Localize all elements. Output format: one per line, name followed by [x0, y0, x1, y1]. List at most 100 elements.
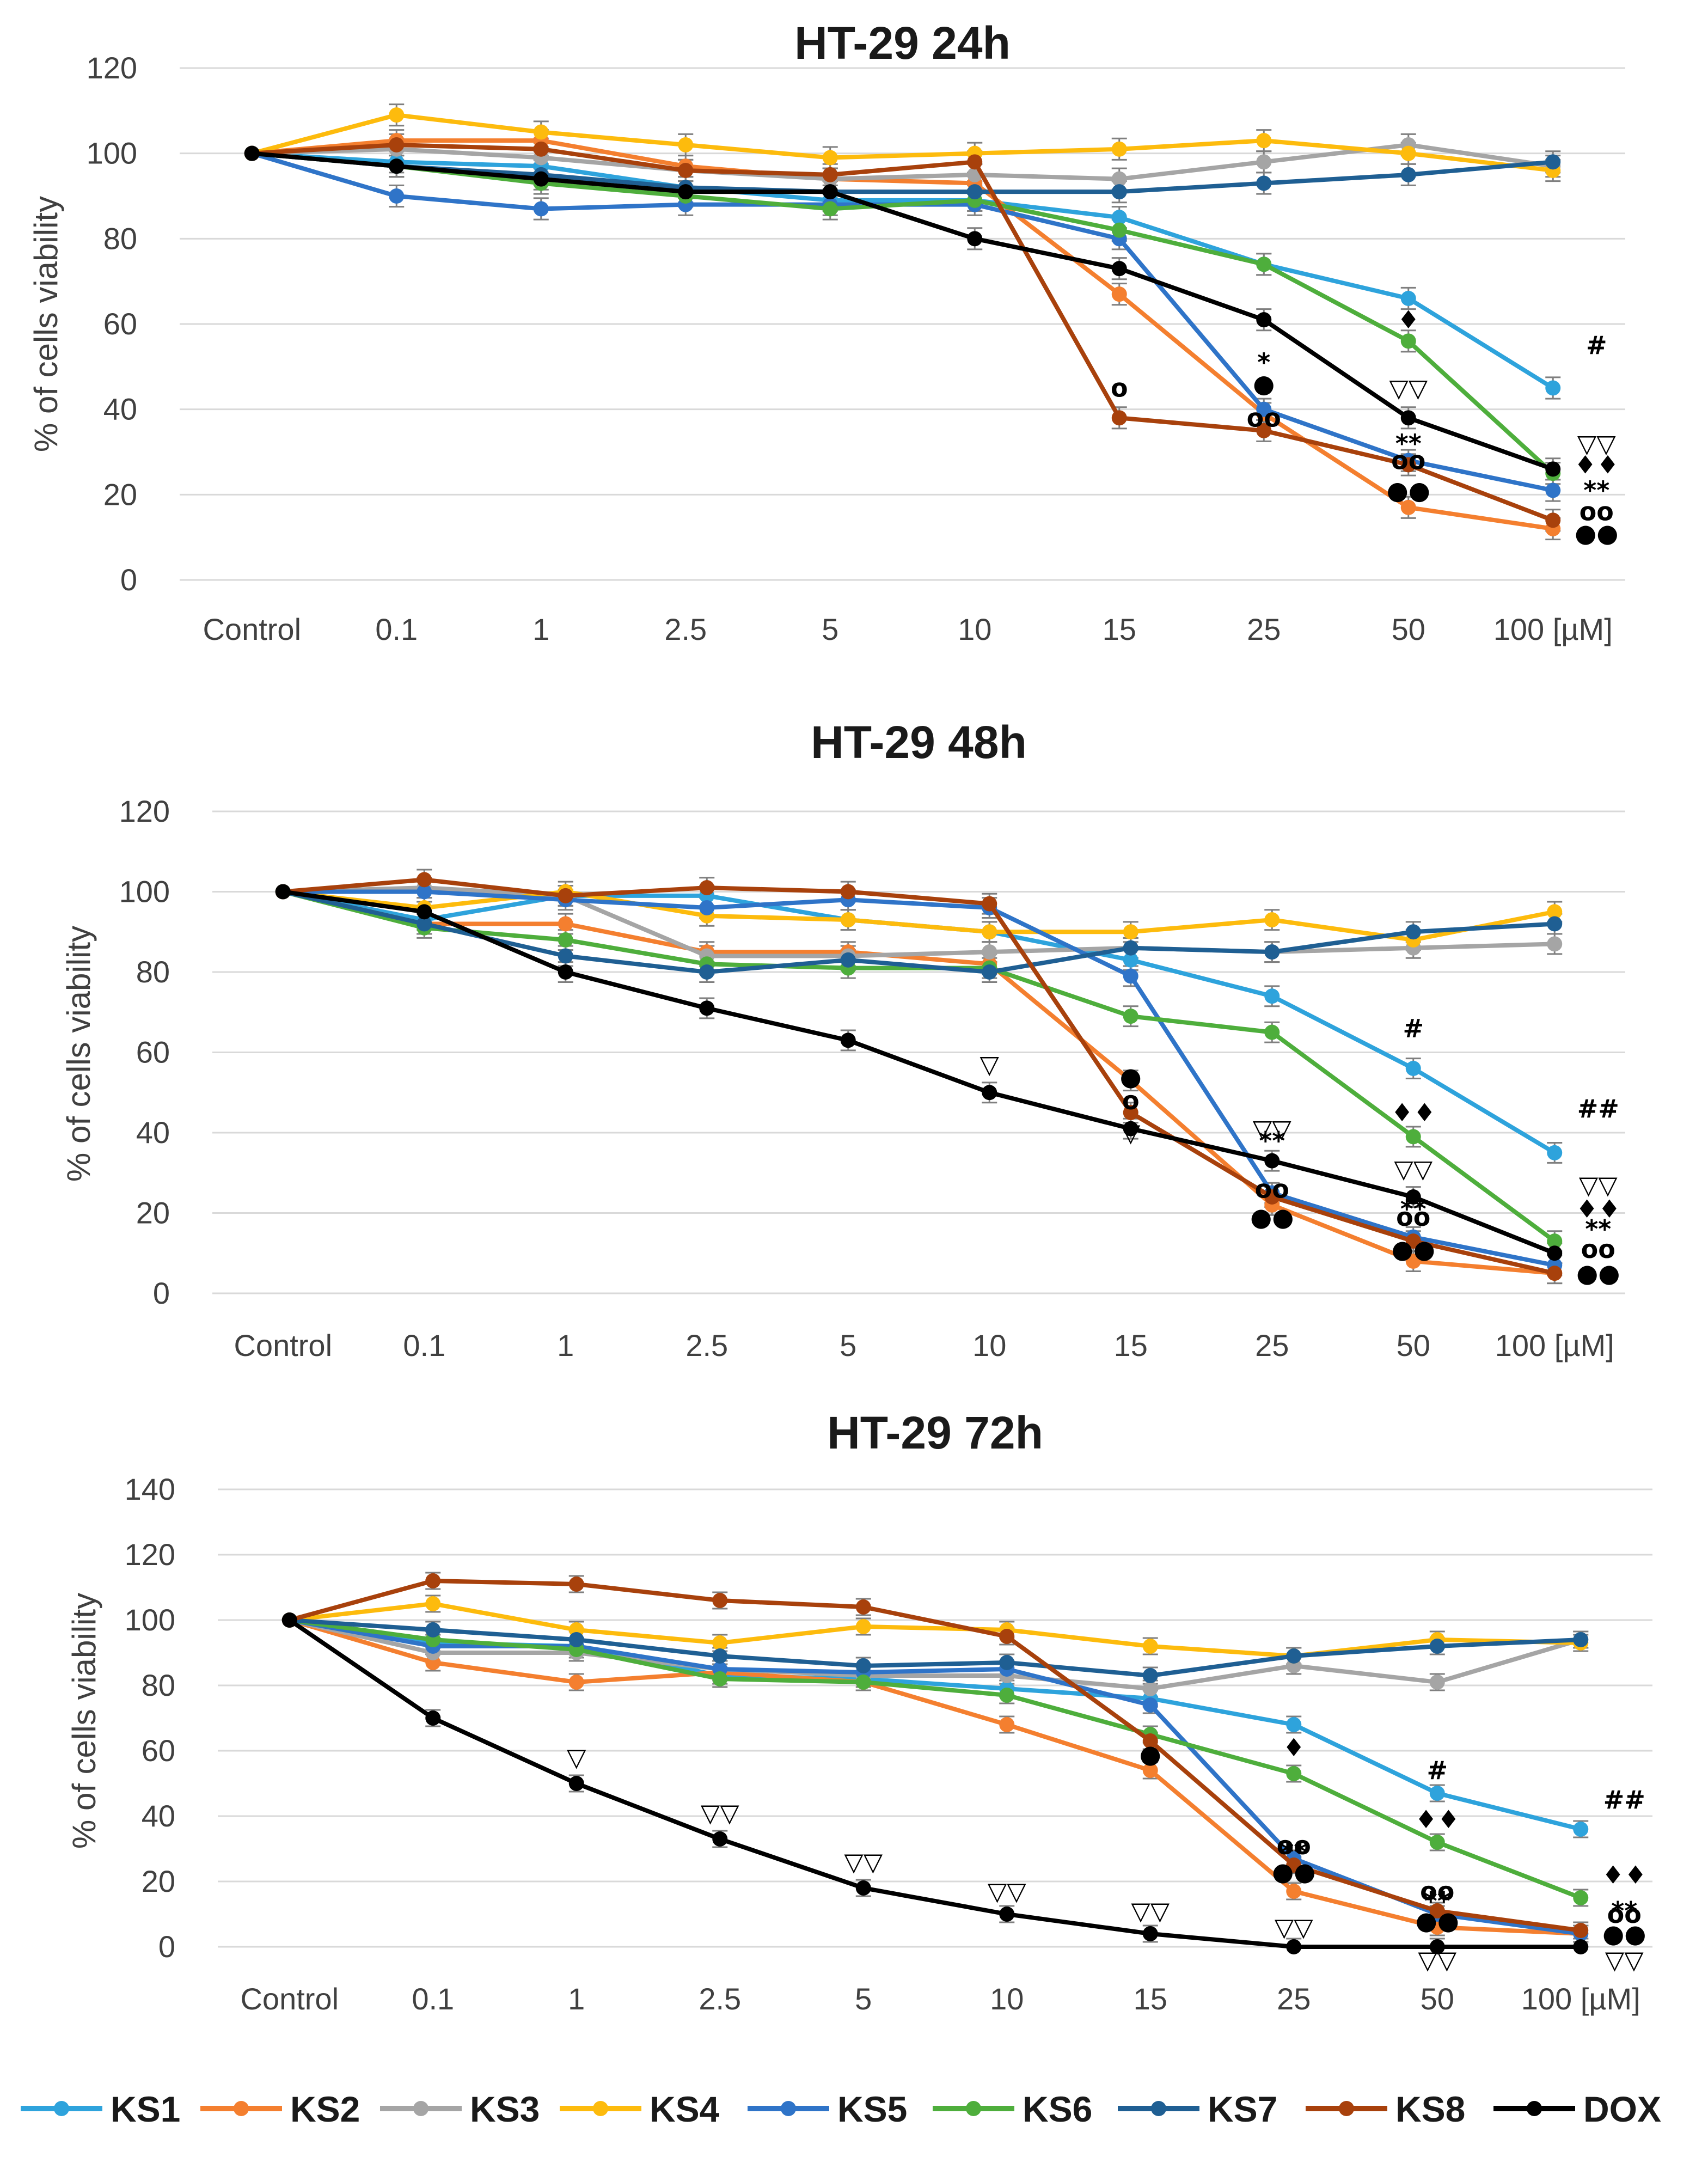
significance-mark: ●● — [1387, 476, 1430, 505]
x-tick-label: 0.1 — [403, 1328, 445, 1362]
data-point-ks7 — [1142, 1668, 1158, 1683]
significance-mark: oo — [1607, 1899, 1642, 1929]
data-point-ks4 — [1111, 141, 1127, 157]
x-tick-label: Control — [234, 1328, 332, 1362]
significance-mark: ● — [1253, 369, 1275, 399]
series-line-ks4 — [251, 113, 1553, 173]
data-point-ks7 — [568, 1632, 584, 1647]
legend-label-ks4: KS4 — [650, 2089, 720, 2129]
data-point-dox — [967, 231, 983, 247]
data-point-ks8 — [840, 884, 856, 900]
significance-mark: oo — [1255, 1174, 1289, 1203]
series-line-ks8 — [252, 143, 1554, 523]
data-point-ks7 — [1573, 1632, 1589, 1647]
x-tick-label: 10 — [958, 612, 991, 646]
legend-label-ks2: KS2 — [290, 2089, 360, 2129]
significance-mark: ** — [1395, 429, 1422, 458]
data-point-ks5 — [417, 884, 432, 900]
significance-mark: ♦ — [1283, 1733, 1305, 1762]
data-point-dox — [1573, 1939, 1589, 1954]
y-tick-label: 100 — [125, 1603, 175, 1637]
significance-mark: ♦♦ — [1391, 1098, 1436, 1127]
x-tick-label: 25 — [1277, 1982, 1311, 2016]
data-point-ks8 — [568, 1576, 584, 1592]
significance-mark: ▽ — [980, 1050, 1000, 1079]
y-tick-label: 0 — [153, 1276, 170, 1310]
data-point-ks2 — [1111, 286, 1127, 302]
data-point-ks3 — [1256, 154, 1272, 170]
data-point-ks5 — [699, 900, 715, 915]
legend-label-ks6: KS6 — [1023, 2089, 1092, 2129]
data-point-ks8 — [1264, 1189, 1280, 1205]
significance-mark: ** — [1583, 476, 1609, 505]
significance-mark: ▽ — [567, 1743, 586, 1772]
data-point-dox — [389, 158, 405, 174]
y-axis-label: % of cells viability — [28, 196, 64, 452]
data-point-ks6 — [1264, 1024, 1280, 1040]
significance-mark: oo — [1580, 497, 1614, 527]
data-point-ks4 — [1123, 924, 1138, 940]
chart-24h: HT-29 24h% of cells viability02040608010… — [28, 17, 1625, 646]
data-point-dox — [275, 884, 291, 900]
data-point-ks6 — [1286, 1766, 1302, 1781]
significance-mark: ▽▽ — [844, 1847, 883, 1877]
data-point-dox — [1123, 1121, 1138, 1136]
series-line-ks4 — [289, 1602, 1581, 1658]
significance-mark: ▽▽ — [1394, 1154, 1432, 1183]
x-tick-label: Control — [240, 1982, 339, 2016]
significance-mark: ♦♦ — [1602, 1860, 1646, 1890]
data-point-ks8 — [1400, 457, 1416, 473]
data-point-ks8 — [855, 1599, 871, 1615]
data-point-ks2 — [558, 916, 573, 932]
legend-marker-dox — [1527, 2101, 1542, 2116]
y-tick-label: 100 — [87, 136, 137, 170]
significance-mark: ▽▽ — [1579, 1170, 1618, 1200]
x-tick-label: 100 [µM] — [1493, 612, 1613, 646]
data-point-ks7 — [999, 1655, 1015, 1670]
significance-mark: ● — [1120, 1062, 1142, 1091]
significance-mark: ▽▽ — [1389, 374, 1428, 403]
data-point-ks7 — [1123, 940, 1138, 956]
x-tick-label: 5 — [855, 1982, 872, 2016]
legend-label-ks8: KS8 — [1395, 2089, 1465, 2129]
chart-48h: HT-29 48h% of cells viability02040608010… — [60, 717, 1625, 1362]
significance-mark: ▽▽ — [701, 1798, 739, 1828]
legend-label-ks1: KS1 — [111, 2089, 180, 2129]
data-point-ks6 — [1573, 1890, 1589, 1905]
data-point-ks3 — [1429, 1675, 1445, 1690]
significance-mark: ♦♦ — [1415, 1805, 1460, 1834]
data-point-ks8 — [1405, 1233, 1421, 1249]
x-tick-label: 10 — [972, 1328, 1006, 1362]
data-point-ks8 — [967, 154, 983, 170]
data-point-ks1 — [1547, 1145, 1563, 1160]
data-point-ks5 — [1256, 401, 1272, 417]
x-tick-label: 1 — [532, 612, 549, 646]
series-line-ks4 — [283, 889, 1556, 942]
data-point-ks7 — [855, 1658, 871, 1673]
data-point-dox — [712, 1831, 728, 1847]
significance-mark: ▽▽ — [988, 1877, 1026, 1906]
data-point-ks8 — [1256, 423, 1272, 438]
significance-mark: ●● — [1250, 1202, 1294, 1232]
series-line-ks2 — [289, 1618, 1581, 1936]
data-point-dox — [533, 171, 549, 187]
data-point-ks7 — [417, 916, 432, 932]
data-point-ks7 — [1545, 154, 1561, 170]
data-point-ks8 — [822, 167, 838, 182]
legend-marker-ks7 — [1151, 2101, 1166, 2116]
data-point-ks3 — [1547, 936, 1563, 952]
data-point-ks7 — [982, 964, 997, 980]
data-point-ks2 — [568, 1675, 584, 1690]
x-tick-label: 100 [µM] — [1521, 1982, 1640, 2016]
data-point-ks4 — [1547, 904, 1563, 920]
data-point-ks4 — [822, 150, 838, 166]
data-point-ks7 — [712, 1648, 728, 1664]
data-point-ks1 — [1429, 1786, 1445, 1801]
data-point-ks6 — [558, 932, 573, 948]
x-tick-label: 50 — [1392, 612, 1425, 646]
data-point-ks5 — [389, 188, 405, 204]
significance-mark: ## — [1603, 1785, 1645, 1814]
significance-mark: ▽▽ — [1131, 1896, 1170, 1926]
data-point-dox — [1264, 1153, 1280, 1169]
